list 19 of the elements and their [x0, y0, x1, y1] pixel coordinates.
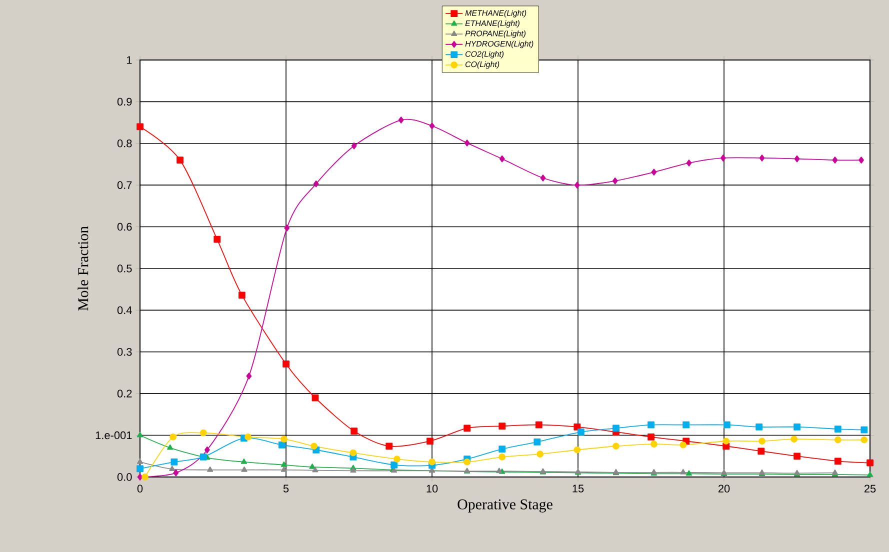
x-tick-label: 0 — [137, 484, 143, 493]
y-tick-label: 0.2 — [117, 390, 132, 398]
y-tick-label: 0.4 — [117, 306, 132, 314]
y-tick-label: 0.3 — [117, 348, 132, 356]
x-tick-label: 10 — [426, 484, 438, 493]
x-tick-label: 5 — [283, 484, 289, 492]
y-tick-label: 1 — [126, 56, 132, 64]
x-tick-label: 15 — [572, 484, 584, 492]
y-tick-label: 0.6 — [117, 222, 132, 231]
y-tick-label: 0.7 — [117, 181, 132, 189]
y-tick-label: 0.8 — [117, 140, 132, 148]
x-tick-label: 20 — [718, 484, 730, 493]
y-tick-label: 0.5 — [117, 264, 132, 272]
y-tick-label: 0.0 — [117, 473, 132, 481]
y-axis-title: Mole Fraction — [78, 226, 88, 311]
y-tick-label: 0.9 — [117, 98, 132, 106]
x-axis-title: Operative Stage — [458, 499, 552, 512]
y-tick-label: 1.e-001 — [96, 431, 132, 440]
x-tick-label: 25 — [864, 484, 876, 493]
